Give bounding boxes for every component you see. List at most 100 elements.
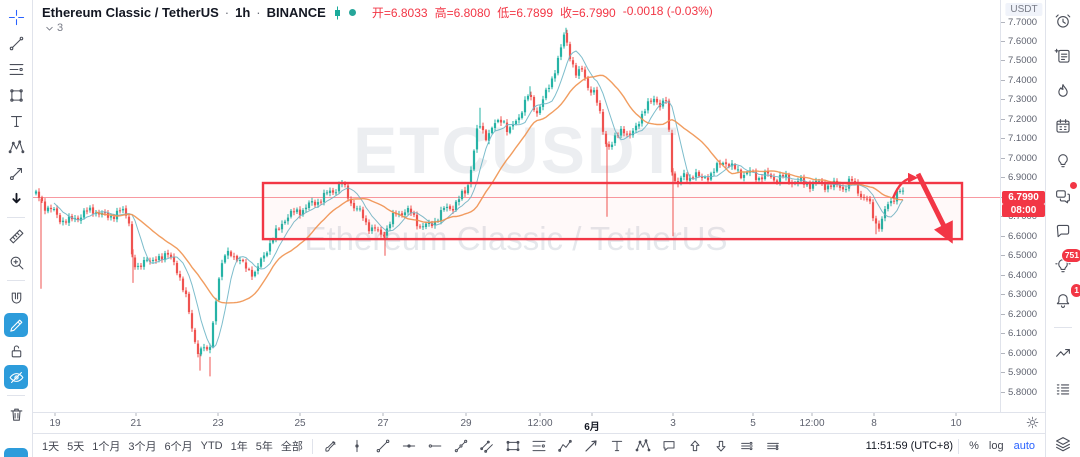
- ruler-icon[interactable]: [4, 224, 28, 248]
- bottom-toolbar: 1天 5天 1个月 3个月 6个月 YTD 1年 5年 全部 11:51:59 (UTC+8)% l…: [32, 433, 1046, 457]
- time-tick: 29: [460, 418, 472, 429]
- range-button-6个月[interactable]: 6个月: [162, 436, 196, 456]
- xabcd-pattern-icon[interactable]: [4, 135, 28, 159]
- path-icon[interactable]: [552, 435, 578, 457]
- range-button-3个月[interactable]: 3个月: [125, 436, 159, 456]
- trades-zigzag-icon[interactable]: [1050, 341, 1076, 367]
- arrow-marker-icon[interactable]: [578, 435, 604, 457]
- fib-retracement-icon[interactable]: [4, 57, 28, 81]
- lock-open-icon[interactable]: [4, 339, 28, 363]
- range-button-YTD[interactable]: YTD: [198, 438, 226, 454]
- time-tick-mark: [955, 413, 957, 416]
- change-value: -0.0018 (-0.03%): [622, 4, 713, 18]
- candle-chart-type-icon[interactable]: [332, 6, 343, 20]
- magnet-icon[interactable]: [4, 287, 28, 311]
- price-tick: 7.3000: [1001, 94, 1047, 105]
- notification-badge: 1: [1070, 283, 1080, 298]
- separator: ·: [224, 5, 230, 20]
- callout-icon[interactable]: [656, 435, 682, 457]
- time-tick-mark: [591, 413, 593, 416]
- time-tick: 12:00: [527, 418, 553, 429]
- time-tick-mark: [54, 413, 56, 416]
- indicator-count: 3: [57, 22, 64, 34]
- idea-bulb-icon[interactable]: [1050, 148, 1076, 174]
- price-tick: 7.2000: [1001, 114, 1047, 125]
- price-tick: 6.1000: [1001, 328, 1047, 339]
- more-icon[interactable]: [4, 448, 28, 457]
- symbol-title[interactable]: Ethereum Classic / TetherUS: [42, 5, 219, 20]
- zoom-in-icon[interactable]: [4, 250, 28, 274]
- trend-line-icon[interactable]: [4, 31, 28, 55]
- hotlist-flame-icon[interactable]: [1050, 78, 1076, 104]
- top-ideas-bulb-icon[interactable]: 751: [1050, 248, 1080, 279]
- eye-off-icon[interactable]: [4, 365, 28, 389]
- shapes-icon[interactable]: [4, 83, 28, 107]
- info-line-icon[interactable]: [448, 435, 474, 457]
- time-tick-mark: [752, 413, 754, 416]
- text-icon[interactable]: [604, 435, 630, 457]
- alarm-clock-icon[interactable]: [1050, 8, 1076, 34]
- axis-settings-gear-icon[interactable]: [1025, 415, 1040, 430]
- arrow-down-marker-icon[interactable]: [4, 187, 28, 211]
- layers-icon[interactable]: [1050, 431, 1076, 457]
- text-icon[interactable]: [4, 109, 28, 133]
- parallel-channel-icon[interactable]: [474, 435, 500, 457]
- vertical-line-icon[interactable]: [344, 435, 370, 457]
- notifications-bell-icon[interactable]: 1: [1050, 283, 1080, 314]
- ohlc-values: 开=6.8033 高=6.8080 低=6.7899 收=6.7990 -0.0…: [371, 4, 713, 20]
- range-button-1个月[interactable]: 1个月: [89, 436, 123, 456]
- forecast-icon[interactable]: [4, 161, 28, 185]
- symbol-header: Ethereum Classic / TetherUS · 1h · BINAN…: [42, 4, 713, 21]
- time-tick-mark: [382, 413, 384, 416]
- arrow-up-icon[interactable]: [682, 435, 708, 457]
- chart-area[interactable]: ETCUSDT Ethereum Classic / TetherUS Ethe…: [32, 0, 1000, 412]
- price-tick: 6.5000: [1001, 250, 1047, 261]
- log-toggle[interactable]: log: [984, 438, 1009, 454]
- currency-chip: USDT: [1005, 3, 1043, 16]
- time-tick: 21: [130, 418, 142, 429]
- indicators-chip[interactable]: 3: [44, 22, 63, 34]
- candlestick-chart[interactable]: [32, 0, 1000, 412]
- percent-toggle[interactable]: %: [964, 438, 984, 454]
- trend-line-icon[interactable]: [370, 435, 396, 457]
- interval-label[interactable]: 1h: [235, 5, 251, 20]
- arrow-down-icon[interactable]: [708, 435, 734, 457]
- price-tick: 6.0000: [1001, 348, 1047, 359]
- draw-icon[interactable]: [4, 313, 28, 337]
- horizontal-ray-icon[interactable]: [422, 435, 448, 457]
- calendar-icon[interactable]: [1050, 113, 1076, 139]
- price-tick: 7.1000: [1001, 133, 1047, 144]
- time-tick-mark: [672, 413, 674, 416]
- range-button-1天[interactable]: 1天: [39, 436, 62, 456]
- auto-toggle[interactable]: auto: [1009, 438, 1040, 454]
- range-button-5天[interactable]: 5天: [64, 436, 87, 456]
- time-tick-mark: [135, 413, 137, 416]
- exchange-label[interactable]: BINANCE: [266, 5, 326, 20]
- dom-list-icon[interactable]: [1050, 376, 1076, 402]
- clock-utc[interactable]: 11:51:59 (UTC+8): [865, 440, 954, 452]
- range-button-全部[interactable]: 全部: [278, 436, 306, 456]
- toolbar-divider: [7, 395, 25, 396]
- time-axis[interactable]: 19 21 23 25 27 29 12:00 6月 3 5 12:00 8 10: [32, 412, 1046, 434]
- watchlist-icon[interactable]: [1050, 43, 1076, 69]
- long-position-icon[interactable]: [734, 435, 760, 457]
- range-button-5年[interactable]: 5年: [253, 436, 276, 456]
- range-button-1年[interactable]: 1年: [228, 436, 251, 456]
- xabcd-pattern-icon[interactable]: [630, 435, 656, 457]
- fib-retracement-icon[interactable]: [526, 435, 552, 457]
- toolbar-divider: [311, 438, 313, 454]
- time-tick-mark: [299, 413, 301, 416]
- chats-icon[interactable]: [1050, 181, 1078, 209]
- time-tick-mark: [465, 413, 467, 416]
- time-tick: 12:00: [799, 418, 825, 429]
- crosshair-icon[interactable]: [4, 5, 28, 29]
- price-axis[interactable]: USDT 7.7000 7.6000 7.5000 7.4000 7.3000 7.200…: [1000, 0, 1047, 412]
- toolbar-divider: [7, 280, 25, 281]
- toolbar-divider: [7, 217, 25, 218]
- short-position-icon[interactable]: [760, 435, 786, 457]
- chat-icon[interactable]: [1050, 218, 1076, 244]
- horizontal-line-icon[interactable]: [396, 435, 422, 457]
- rectangle-icon[interactable]: [500, 435, 526, 457]
- brush-icon[interactable]: [318, 435, 344, 457]
- trash-icon[interactable]: [4, 402, 28, 426]
